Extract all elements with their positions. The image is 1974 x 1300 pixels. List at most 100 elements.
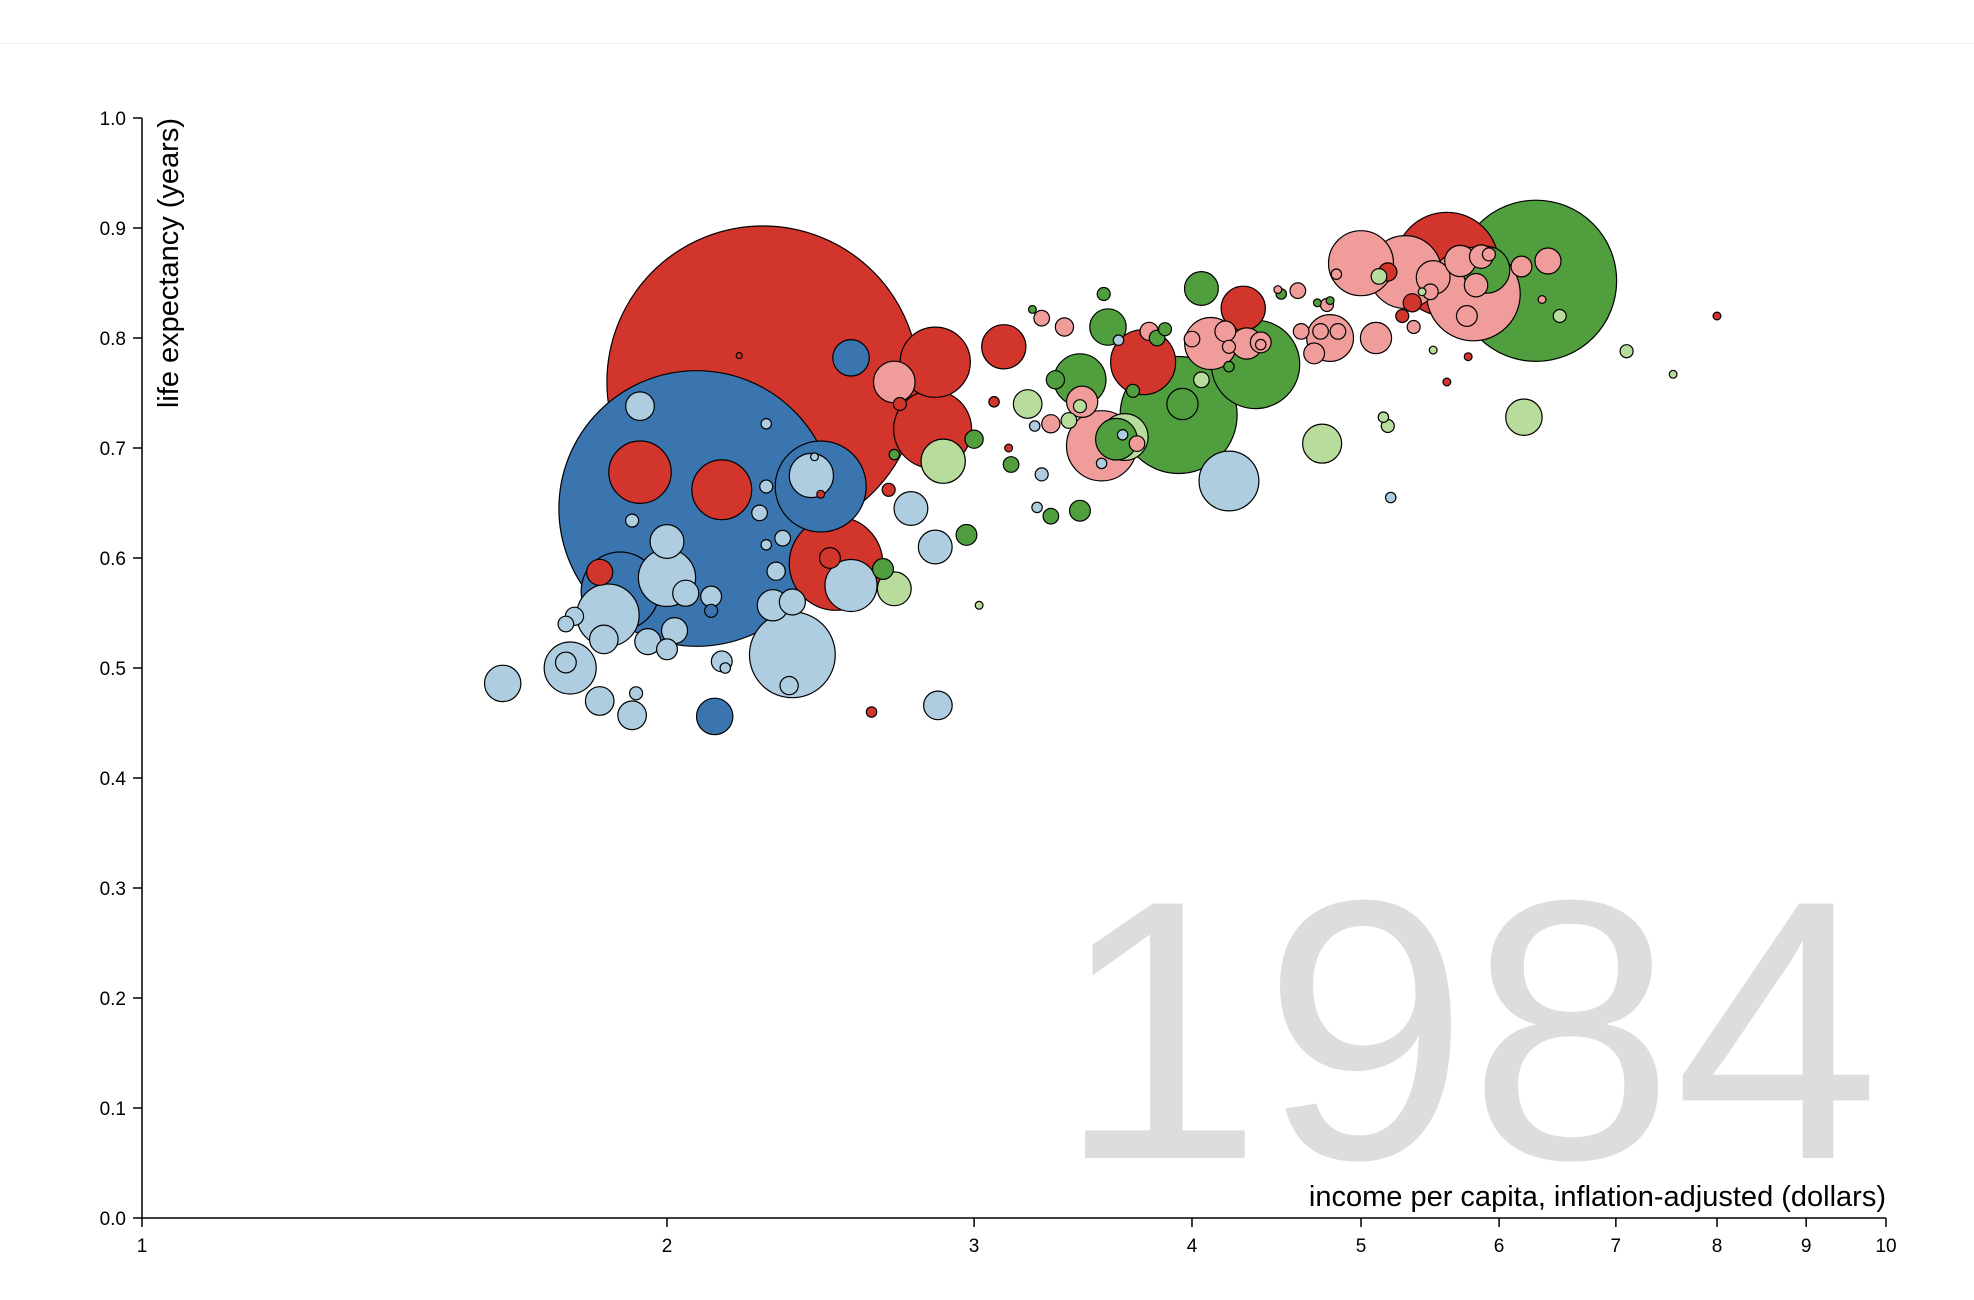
- bubble: [774, 529, 792, 547]
- bubble: [1060, 412, 1078, 429]
- x-axis-title: income per capita, inflation-adjusted (d…: [1309, 1181, 1886, 1213]
- bubble: [778, 588, 806, 616]
- bubble: [1128, 435, 1146, 453]
- y-tick-label: 0.8: [100, 329, 126, 350]
- bubble: [704, 603, 719, 618]
- bubble: [1668, 369, 1678, 379]
- bubble: [1054, 317, 1075, 337]
- bubble: [818, 546, 841, 569]
- bubble: [1442, 377, 1452, 387]
- bubble: [1395, 308, 1410, 324]
- bubble: [1157, 322, 1173, 337]
- bubble: [554, 651, 577, 674]
- bubble: [779, 675, 799, 696]
- bubble: [832, 338, 870, 377]
- bubble: [974, 600, 984, 610]
- bubble: [1330, 268, 1343, 280]
- bubble: [1510, 255, 1533, 278]
- bubble: [649, 523, 685, 559]
- x-tick-label: 10: [1875, 1236, 1896, 1257]
- bubble: [1068, 499, 1091, 522]
- x-tick-label: 9: [1801, 1236, 1812, 1257]
- bubble: [1377, 411, 1390, 423]
- bubble: [1031, 501, 1043, 514]
- bubble: [586, 558, 614, 586]
- bubble: [1183, 271, 1219, 307]
- y-tick-label: 0.3: [100, 879, 126, 900]
- bubble: [1463, 272, 1489, 298]
- bubble: [1072, 399, 1088, 414]
- bubble: [1537, 295, 1547, 305]
- bubble: [655, 638, 678, 661]
- bubble: [1619, 344, 1634, 359]
- top-divider: [0, 43, 1974, 44]
- bubble: [1221, 339, 1237, 354]
- bubble: [923, 690, 953, 721]
- bubble: [1312, 323, 1329, 340]
- x-tick-label: 5: [1356, 1236, 1367, 1257]
- bubble: [1455, 305, 1478, 328]
- bubble: [988, 395, 1000, 408]
- x-axis: 1 2 3 4 5 6 7 8 9 10: [137, 1217, 1897, 1257]
- bubble: [816, 489, 826, 499]
- bubble: [1033, 309, 1051, 327]
- bubble: [1289, 282, 1307, 300]
- bubble: [1302, 423, 1343, 464]
- bubble: [1552, 308, 1567, 324]
- bubble: [920, 438, 966, 484]
- y-tick-label: 0.2: [100, 989, 126, 1010]
- bubble: [1417, 287, 1427, 297]
- bubble: [1402, 293, 1422, 313]
- bubble: [955, 523, 978, 546]
- bubble: [1273, 285, 1283, 295]
- bubble: [893, 491, 929, 527]
- x-tick-label: 4: [1187, 1236, 1198, 1257]
- bubble: [1042, 507, 1060, 525]
- y-tick-label: 0.7: [100, 439, 126, 460]
- bubble: [1096, 286, 1111, 302]
- bubble: [1112, 334, 1125, 346]
- bubble: [1325, 296, 1335, 306]
- bubble: [625, 391, 655, 422]
- bubble: [628, 686, 644, 701]
- bubble: [881, 482, 896, 497]
- bubble: [1095, 457, 1108, 470]
- bubble: [788, 452, 835, 499]
- x-tick-label: 6: [1494, 1236, 1505, 1257]
- bubble: [1370, 268, 1388, 285]
- y-tick-label: 0.4: [100, 769, 127, 790]
- bubble: [1223, 360, 1235, 373]
- bubble: [1214, 320, 1237, 343]
- bubble: [719, 662, 732, 674]
- bubble: [617, 700, 648, 731]
- bubble: [1384, 491, 1397, 504]
- bubble: [1292, 323, 1310, 340]
- bubble: [760, 538, 773, 551]
- bubble: [964, 429, 984, 449]
- bubble: [876, 571, 912, 607]
- bubble: [892, 396, 907, 412]
- bubble: [625, 513, 640, 528]
- bubble: [871, 557, 894, 580]
- year-label: 1984: [1057, 824, 1880, 1237]
- y-axis: 0.0 0.1 0.2 0.3 0.4 0.5 0.6 0.7 0.8 0.9 1.0: [100, 109, 143, 1230]
- bubble: [1183, 330, 1201, 348]
- bubble: [1481, 247, 1497, 262]
- x-tick-label: 3: [969, 1236, 980, 1257]
- y-tick-label: 0.6: [100, 549, 126, 570]
- bubble: [1534, 247, 1562, 275]
- bubble: [1012, 389, 1043, 419]
- bubble: [695, 697, 734, 736]
- bubble: [1116, 428, 1129, 441]
- bubble: [1028, 420, 1041, 432]
- bubble: [1254, 338, 1267, 351]
- bubble: [608, 440, 672, 505]
- bubble: [672, 579, 700, 607]
- bubble: [1303, 342, 1326, 365]
- bubble: [1198, 450, 1260, 512]
- bubble: [824, 558, 878, 613]
- bubble: [981, 324, 1027, 370]
- bubble: [588, 624, 619, 655]
- bubble: [1505, 398, 1543, 437]
